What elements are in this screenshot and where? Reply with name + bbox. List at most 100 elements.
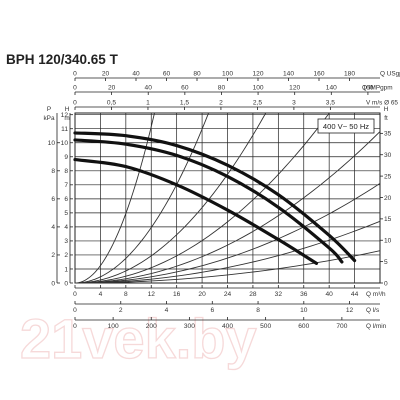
system-curve — [74, 250, 381, 284]
bottom-axis-tick-label: 300 — [184, 323, 195, 330]
bottom-axis-tick-label: 8 — [256, 307, 260, 314]
bottom-axis-tick-label: 500 — [260, 323, 271, 330]
right-axis-tick-label: 0 — [384, 280, 388, 287]
left-axis-tick-label: 4 — [51, 224, 55, 231]
top-axis-tick-label: 40 — [132, 71, 140, 78]
left-axis-tick-label: 10 — [48, 140, 56, 147]
top-axis-tick-label: 80 — [193, 71, 201, 78]
bottom-axis-tick-label: 40 — [325, 291, 333, 298]
top-axis-tick-label: 0 — [73, 85, 77, 92]
bottom-axis-unit: Q l/s — [366, 307, 379, 314]
left-axis-unit-m: m — [64, 115, 69, 122]
system-curve — [74, 113, 155, 284]
bottom-axis-tick-label: 200 — [146, 323, 157, 330]
system-curve — [74, 183, 381, 284]
bottom-axis-tick-label: 12 — [148, 291, 156, 298]
top-axis-unit: Q IMPgpm — [362, 85, 393, 92]
bottom-axis-tick-label: 2 — [119, 307, 123, 314]
left-axis-tick-label: 4 — [64, 224, 68, 231]
chart-title: BPH 120/340.65 T — [6, 52, 119, 67]
top-axis-tick-label: 160 — [313, 71, 324, 78]
top-axis-tick-label: 140 — [326, 85, 337, 92]
left-axis-tick-label: 9 — [64, 154, 68, 161]
bottom-axis-tick-label: 10 — [300, 307, 308, 314]
top-axis-tick-label: 0 — [73, 100, 77, 107]
left-axis-tick-label: 12 — [61, 112, 69, 119]
top-axis-tick-label: 140 — [283, 71, 294, 78]
left-axis-tick-label: 10 — [61, 140, 69, 147]
left-axis-tick-label: 6 — [51, 196, 55, 203]
top-axis-tick-label: 1,5 — [180, 100, 189, 107]
legend-label: 400 V~ 50 Hz — [323, 122, 369, 131]
left-axis-tick-label: 5 — [64, 210, 68, 217]
left-axis-unit-kpa: kPa — [43, 115, 54, 122]
bottom-axis-unit: Q l/min — [366, 323, 387, 330]
top-axis-tick-label: 120 — [289, 85, 300, 92]
left-axis-tick-label: 2 — [51, 252, 55, 259]
bottom-axis-tick-label: 24 — [224, 291, 232, 298]
pump-curve — [73, 157, 319, 265]
bottom-axis-tick-label: 20 — [198, 291, 206, 298]
system-curve — [74, 220, 381, 284]
pump-curve — [73, 131, 357, 263]
bottom-axis-tick-label: 600 — [298, 323, 309, 330]
top-axis-tick-label: 60 — [163, 71, 171, 78]
top-axis-tick-label: 80 — [218, 85, 226, 92]
bottom-axis-tick-label: 700 — [336, 323, 347, 330]
left-axis-tick-label: 0 — [51, 280, 55, 287]
pump-curve — [73, 138, 344, 264]
top-axis-tick-label: 0 — [73, 71, 77, 78]
right-axis-tick-label: 15 — [384, 216, 392, 223]
bottom-axis-tick-label: 0 — [73, 291, 77, 298]
top-axis-unit: Q USgpm — [380, 71, 400, 78]
legend-box — [317, 118, 375, 134]
bottom-axis-tick-label: 4 — [165, 307, 169, 314]
bottom-axis-tick-label: 16 — [173, 291, 181, 298]
top-axis-tick-label: 3 — [292, 100, 296, 107]
top-axis-unit: V m/s Ø 65 — [366, 100, 398, 107]
bottom-axis-tick-label: 8 — [124, 291, 128, 298]
bottom-axis-unit: Q m³/h — [366, 291, 386, 298]
bottom-axis-tick-label: 0 — [73, 307, 77, 314]
top-axis-tick-label: 40 — [145, 85, 153, 92]
top-axis-tick-label: 120 — [252, 71, 263, 78]
bottom-axis-tick-label: 36 — [300, 291, 308, 298]
top-axis-tick-label: 20 — [102, 71, 110, 78]
left-axis-tick-label: 3 — [64, 238, 68, 245]
left-axis-unit-h: H — [65, 106, 70, 113]
left-axis-tick-label: 2 — [64, 252, 68, 259]
top-axis-tick-label: 100 — [253, 85, 264, 92]
system-curve — [74, 113, 330, 284]
right-axis-unit-h: H — [384, 106, 389, 113]
top-axis-tick-label: 0,5 — [107, 100, 116, 107]
top-axis-tick-label: 160 — [362, 85, 373, 92]
bottom-axis-tick-label: 32 — [275, 291, 283, 298]
right-axis-tick-label: 30 — [384, 152, 392, 159]
bottom-axis-tick-label: 12 — [346, 307, 354, 314]
left-axis-tick-label: 8 — [64, 168, 68, 175]
top-axis-tick-label: 1 — [146, 100, 150, 107]
top-axis-tick-label: 100 — [222, 71, 233, 78]
left-axis-tick-label: 0 — [64, 280, 68, 287]
bottom-axis-tick-label: 6 — [210, 307, 214, 314]
bottom-axis-tick-label: 400 — [222, 323, 233, 330]
right-axis-tick-label: 25 — [384, 173, 392, 180]
system-curve — [74, 113, 267, 284]
watermark: 21vek.by — [20, 307, 257, 370]
top-axis-tick-label: 60 — [181, 85, 189, 92]
left-axis-tick-label: 1 — [64, 266, 68, 273]
right-axis-tick-label: 10 — [384, 238, 392, 245]
left-axis-tick-label: 7 — [64, 182, 68, 189]
top-axis-tick-label: 180 — [344, 71, 355, 78]
right-axis-tick-label: 35 — [384, 131, 392, 138]
bottom-axis-tick-label: 100 — [108, 323, 119, 330]
top-axis-tick-label: 3,5 — [326, 100, 335, 107]
bottom-axis-tick-label: 0 — [73, 323, 77, 330]
system-curve — [74, 113, 209, 284]
right-axis-tick-label: 20 — [384, 195, 392, 202]
right-axis-tick-label: 5 — [384, 259, 388, 266]
top-axis-tick-label: 2 — [219, 100, 223, 107]
left-axis-tick-label: 6 — [64, 196, 68, 203]
system-curve — [74, 131, 381, 284]
